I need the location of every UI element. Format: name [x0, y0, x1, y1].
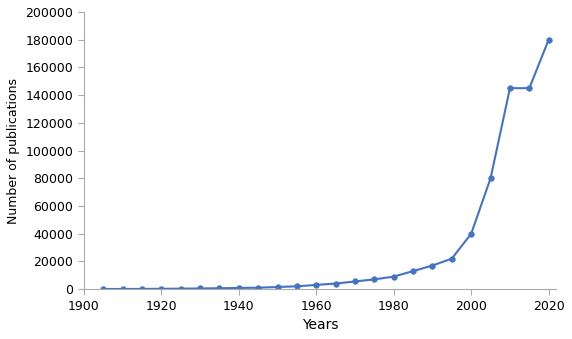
- X-axis label: Years: Years: [302, 318, 339, 332]
- Y-axis label: Number of publications: Number of publications: [7, 78, 20, 223]
